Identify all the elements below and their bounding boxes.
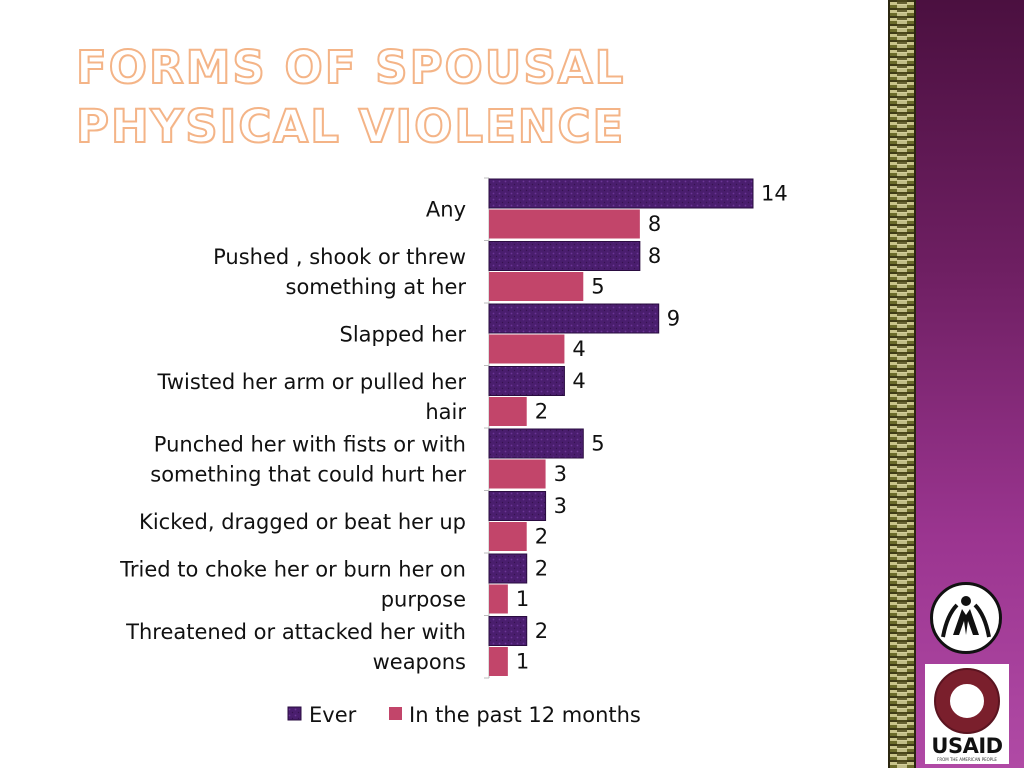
partner-logo — [930, 582, 1002, 654]
people-figures-icon — [941, 596, 991, 638]
slide-title: FORMS OF SPOUSAL PHYSICAL VIOLENCE — [75, 40, 626, 154]
usaid-tagline: FROM THE AMERICAN PEOPLE — [937, 757, 997, 762]
category-label: Threatened or attacked her with weapons — [125, 620, 466, 674]
legend-label-ever: Ever — [309, 703, 357, 727]
usaid-logo: USAID FROM THE AMERICAN PEOPLE — [925, 664, 1009, 764]
bar-past-12-months — [489, 272, 584, 301]
data-label: 8 — [648, 212, 661, 236]
bar-ever — [488, 303, 660, 334]
bar-past-12-months — [489, 334, 565, 364]
bar-ever — [488, 178, 754, 209]
data-label: 5 — [591, 275, 604, 299]
data-label: 3 — [554, 462, 567, 486]
bar-ever — [488, 366, 565, 396]
category-label: Pushed , shook or threw something at her — [213, 245, 466, 299]
data-label: 1 — [516, 587, 529, 611]
bar-past-12-months — [489, 647, 508, 676]
category-label: Tried to choke her or burn her on purpose — [119, 557, 466, 611]
data-label: 3 — [554, 494, 567, 518]
data-label: 1 — [516, 650, 529, 674]
data-label: 14 — [761, 182, 788, 206]
data-label: 5 — [591, 432, 604, 456]
usaid-wordmark: USAID — [931, 734, 1003, 758]
data-label: 2 — [535, 400, 548, 424]
category-label: Any — [426, 197, 466, 221]
bar-ever — [488, 553, 528, 584]
decorative-border — [888, 0, 916, 768]
data-label: 9 — [667, 307, 680, 331]
data-label: 2 — [535, 619, 548, 643]
bar-past-12-months — [489, 522, 527, 551]
usaid-seal-icon — [934, 668, 1000, 734]
category-label: Twisted her arm or pulled her hair — [156, 370, 466, 424]
bar-past-12-months — [489, 209, 640, 239]
legend-swatch-ever — [287, 706, 302, 721]
category-label: Slapped her — [340, 322, 467, 346]
bar-ever — [488, 616, 528, 646]
legend-swatch-past-12-months — [389, 707, 402, 720]
category-label: Kicked, dragged or beat her up — [139, 510, 466, 534]
bar-ever — [488, 241, 641, 271]
data-label: 4 — [572, 337, 585, 361]
bar-ever — [488, 491, 547, 521]
bar-past-12-months — [489, 584, 508, 614]
bar-past-12-months — [489, 459, 546, 489]
category-label: Punched her with fists or with something … — [150, 432, 466, 486]
data-label: 4 — [572, 369, 585, 393]
bar-ever — [488, 428, 584, 459]
legend-label-past-12-months: In the past 12 months — [409, 703, 641, 727]
bar-past-12-months — [489, 397, 527, 426]
data-label: 2 — [535, 525, 548, 549]
data-label: 2 — [535, 557, 548, 581]
data-label: 8 — [648, 244, 661, 268]
